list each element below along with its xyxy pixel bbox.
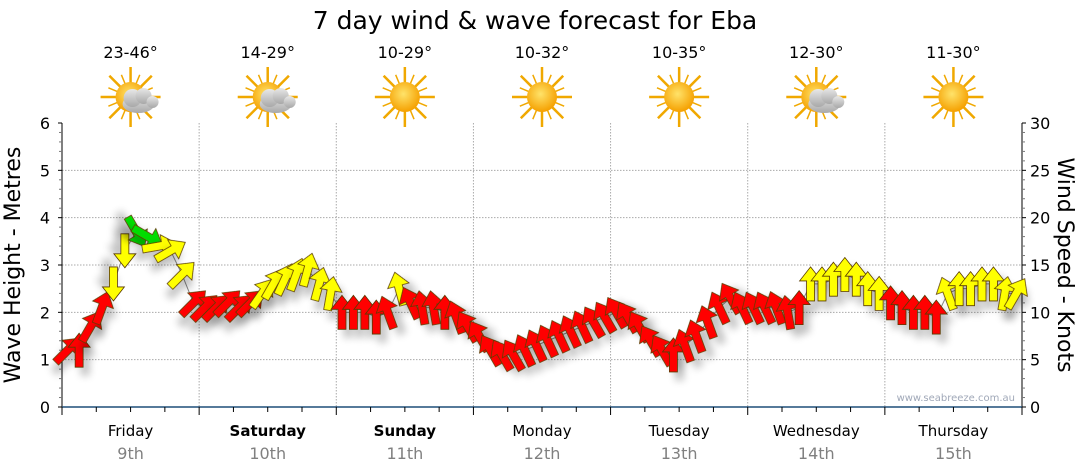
wind-arrow: [296, 252, 320, 288]
sunny-icon: [649, 67, 710, 127]
sunny-icon: [374, 67, 435, 127]
watermark: www.seabreeze.com.au: [897, 393, 1015, 404]
day-temperature: 11-30°: [926, 43, 981, 62]
day-label: Wednesday: [773, 422, 860, 440]
y-tick-label-right: 25: [1030, 161, 1050, 180]
sunny-icon: [512, 67, 572, 127]
sunny-icon: [923, 67, 984, 127]
axes: 0 1 2 3 4 5 6 0 5 10 15 20 25 30 Friday 9th Saturday 10th…: [40, 114, 1051, 463]
day-label: Saturday: [230, 422, 307, 440]
partly-cloudy-icon: [237, 67, 298, 127]
day-temperature: 12-30°: [789, 43, 844, 62]
y-tick-label-left: 2: [40, 303, 50, 322]
date-label: 11th: [386, 444, 423, 463]
y-tick-label-left: 4: [40, 209, 50, 228]
y-tick-label-right: 0: [1030, 398, 1040, 417]
y-tick-label-left: 6: [40, 114, 50, 133]
y-tick-label-right: 30: [1030, 114, 1050, 133]
y-axis-right-label: Wind Speed - Knots: [1052, 157, 1077, 372]
y-axis-left-label: Wave Height - Metres: [1, 147, 26, 384]
wind-arrow: [695, 305, 718, 340]
date-label: 10th: [249, 444, 286, 463]
y-tick-label-left: 1: [40, 351, 50, 370]
day-temperature: 10-32°: [515, 43, 570, 62]
y-tick-label-left: 5: [40, 161, 50, 180]
wind-arrow: [924, 299, 949, 335]
day-temperature: 10-29°: [378, 43, 433, 62]
y-tick-label-right: 10: [1030, 303, 1050, 322]
wind-arrow: [113, 233, 137, 269]
wind-arrow: [91, 291, 114, 326]
y-tick-label-right: 20: [1030, 209, 1050, 228]
day-label: Sunday: [374, 422, 437, 440]
daily-weather: 23-46° 14-29° 10-29° 10-32° 10-35° 12-30° 11-3…: [100, 43, 984, 127]
day-temperature: 14-29°: [240, 43, 295, 62]
wind-arrows: [52, 214, 1028, 373]
day-label: Friday: [108, 422, 154, 440]
day-label: Thursday: [918, 422, 989, 440]
date-label: 9th: [117, 444, 144, 463]
date-label: 13th: [661, 444, 698, 463]
wind-arrow: [223, 295, 252, 324]
day-label: Monday: [512, 422, 571, 440]
wind-arrow: [153, 239, 186, 264]
day-label: Tuesday: [648, 422, 710, 440]
date-label: 12th: [524, 444, 561, 463]
wind-arrow: [319, 276, 343, 312]
day-temperature: 10-35°: [652, 43, 707, 62]
chart-title: 7 day wind & wave forecast for Eba: [313, 6, 758, 35]
partly-cloudy-icon: [786, 67, 847, 127]
y-tick-label-right: 5: [1030, 351, 1040, 370]
y-tick-label-left: 3: [40, 256, 50, 275]
wind-arrow: [200, 295, 229, 324]
wind-arrow: [707, 291, 731, 326]
grid: [62, 123, 1022, 407]
wind-arrow: [787, 289, 811, 326]
y-tick-label-right: 15: [1030, 256, 1050, 275]
wind-arrow: [166, 261, 195, 290]
wind-arrow: [684, 319, 707, 354]
day-temperature: 23-46°: [103, 43, 158, 62]
wind-arrow: [375, 295, 398, 331]
y-tick-label-left: 0: [40, 398, 50, 417]
partly-cloudy-icon: [100, 67, 161, 127]
date-label: 14th: [798, 444, 835, 463]
wind-arrow: [101, 266, 126, 302]
wind-arrow: [1003, 278, 1028, 311]
date-label: 15th: [935, 444, 972, 463]
